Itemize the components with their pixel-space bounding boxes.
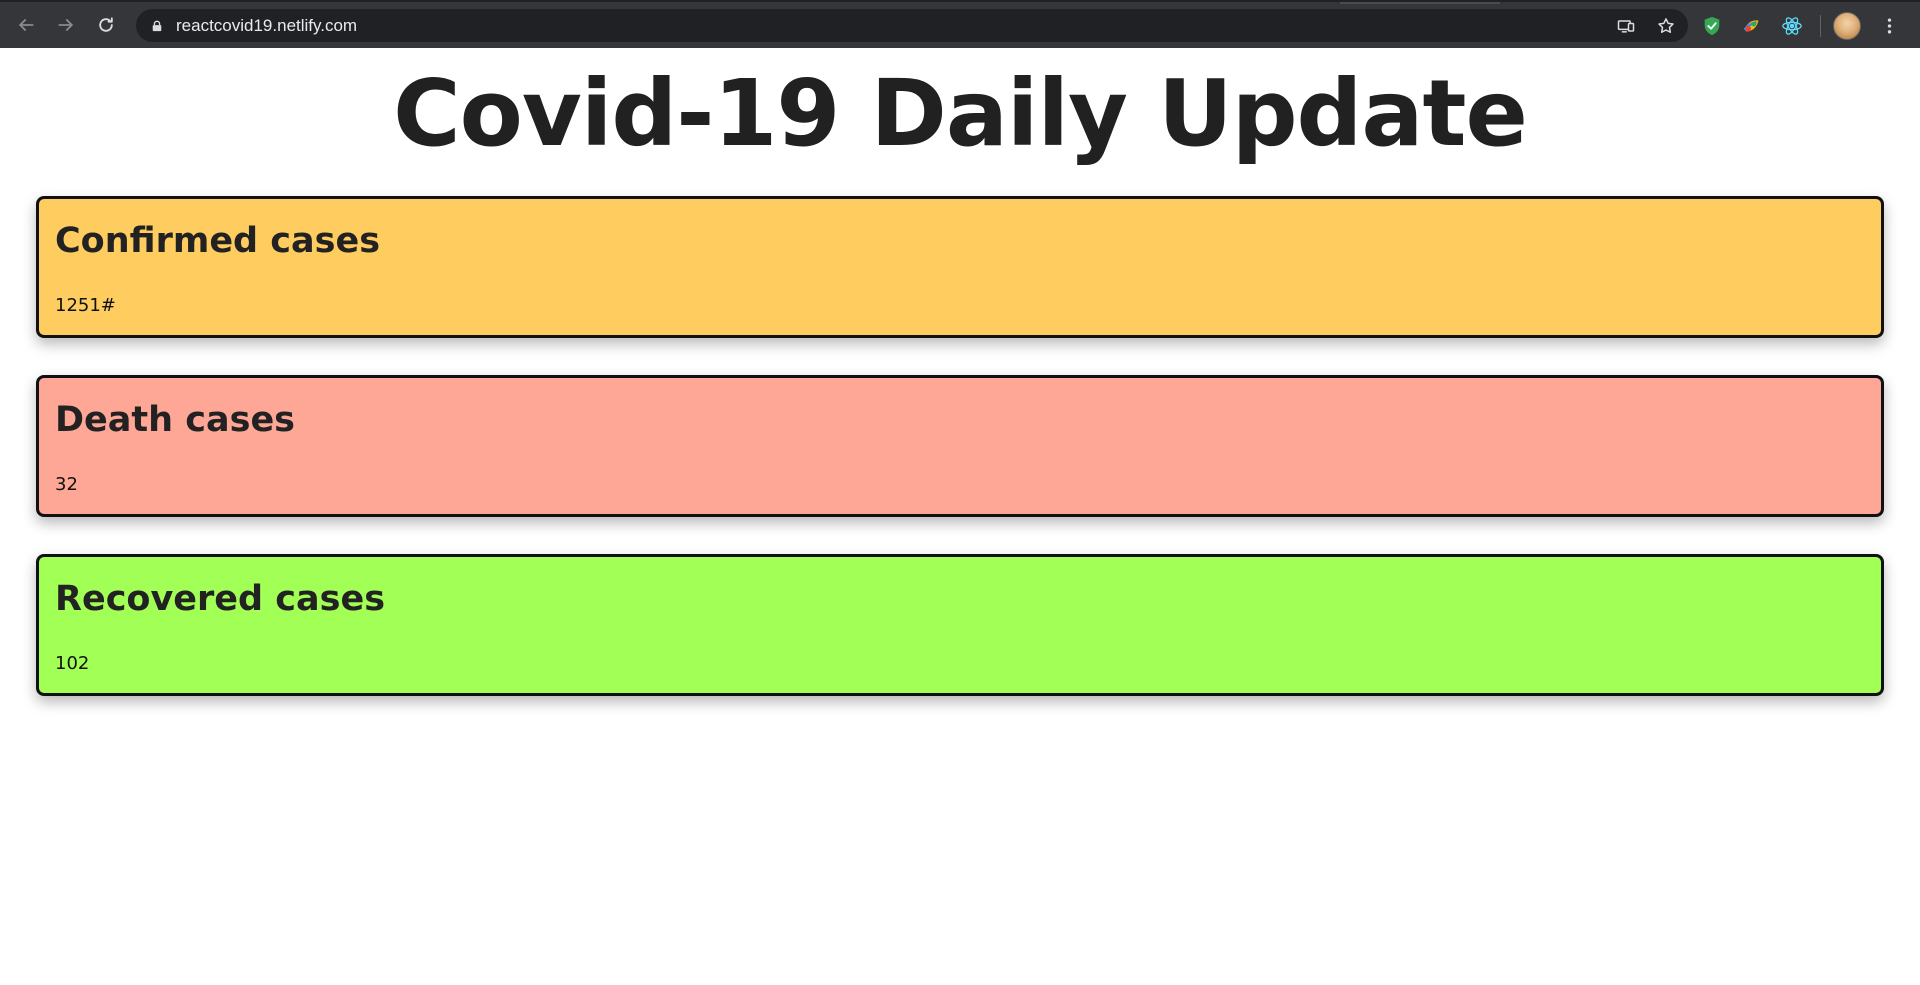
lock-icon[interactable] (150, 19, 164, 33)
card-value: 32 (55, 474, 78, 495)
color-picker-icon[interactable] (1740, 14, 1764, 38)
react-atom-icon[interactable] (1780, 14, 1804, 38)
card-title: Death cases (55, 400, 296, 440)
address-bar[interactable]: reactcovid19.netlify.com (136, 9, 1688, 42)
card-title: Recovered cases (55, 579, 386, 619)
cast-icon[interactable] (1614, 14, 1638, 38)
shield-check-icon[interactable] (1700, 14, 1724, 38)
profile-avatar[interactable] (1833, 12, 1861, 40)
confirmed-cases-card: Confirmed cases 1251# (36, 196, 1884, 338)
back-button[interactable] (6, 5, 46, 45)
recovered-cases-card: Recovered cases 102 (36, 554, 1884, 696)
address-bar-actions (1614, 9, 1678, 42)
arrow-right-icon (58, 19, 73, 31)
toolbar-separator (1820, 15, 1821, 37)
kebab-menu-icon[interactable] (1879, 14, 1899, 38)
reload-button[interactable] (86, 5, 126, 45)
card-value: 1251# (55, 295, 116, 316)
tab-strip-edge (1340, 2, 1500, 4)
url-text[interactable]: reactcovid19.netlify.com (176, 15, 358, 35)
page-title: Covid-19 Daily Update (393, 60, 1528, 167)
browser-toolbar: reactcovid19.netlify.com (0, 0, 1920, 48)
card-title: Confirmed cases (55, 221, 381, 261)
forward-button[interactable] (46, 5, 86, 45)
arrow-left-icon (19, 19, 34, 31)
page-content: Covid-19 Daily Update Confirmed cases 12… (0, 48, 1920, 985)
card-value: 102 (55, 653, 90, 674)
reload-icon (99, 17, 113, 32)
death-cases-card: Death cases 32 (36, 375, 1884, 517)
star-icon[interactable] (1654, 14, 1678, 38)
extensions-area (1700, 10, 1899, 42)
